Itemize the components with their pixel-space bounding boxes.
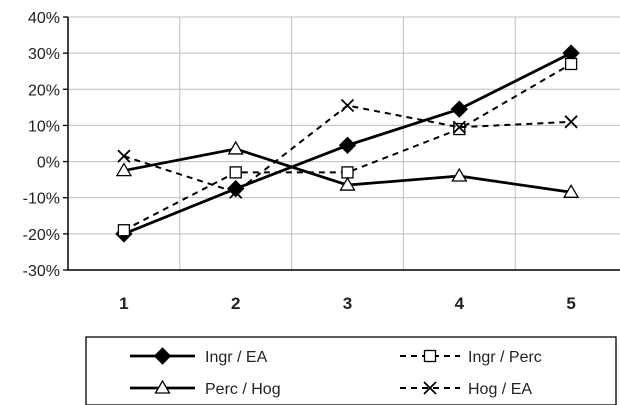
x-tick-label: 4: [455, 294, 465, 313]
x-tick-label: 3: [343, 294, 352, 313]
x-marker-stroke: [117, 149, 131, 163]
x-marker: [229, 185, 243, 199]
y-tick-label: 10%: [28, 118, 60, 135]
plot-area: [115, 44, 580, 243]
x-marker-stroke: [423, 381, 437, 395]
x-marker: [117, 149, 131, 163]
legend-entry: Hog / EA: [400, 381, 532, 398]
square-marker: [453, 122, 466, 136]
triangle-marker: [451, 167, 468, 182]
diamond-marker: [450, 100, 469, 118]
legend-entry: Ingr / Perc: [400, 349, 542, 366]
y-tick-label: -30%: [23, 263, 60, 280]
y-tick-label: 40%: [28, 10, 60, 27]
y-tick-label: 20%: [28, 82, 60, 99]
x-tick-label: 5: [566, 294, 575, 313]
x-marker-stroke: [229, 185, 243, 199]
legend-entry: Ingr / EA: [130, 347, 268, 366]
legend-label: Ingr / Perc: [468, 349, 542, 366]
square-marker: [341, 166, 354, 179]
x-axis: 1 2 3 4 5: [68, 269, 620, 313]
x-marker: [423, 381, 437, 395]
y-tick-label: 0%: [37, 155, 60, 172]
triangle-marker: [339, 176, 356, 191]
x-tick-label: 1: [119, 294, 128, 313]
x-marker: [564, 115, 578, 129]
x-marker: [452, 120, 466, 134]
x-tick-label: 2: [231, 294, 240, 313]
square-marker: [117, 224, 131, 237]
legend-box: [85, 336, 617, 405]
y-tick-label: -20%: [23, 227, 60, 244]
series-triangle: [115, 140, 580, 198]
legend-entry: Perc / Hog: [130, 379, 281, 398]
square-marker: [423, 349, 437, 363]
series-x: [117, 98, 578, 199]
series-line: [123, 63, 572, 232]
x-marker-stroke: [452, 120, 466, 134]
y-tick-label: 30%: [28, 46, 60, 63]
series-diamond: [115, 44, 580, 243]
x-marker: [340, 98, 355, 113]
square-marker: [564, 57, 578, 71]
legend-label: Hog / EA: [468, 381, 532, 398]
square-marker: [229, 166, 242, 179]
triangle-marker: [562, 184, 580, 198]
series-square: [117, 57, 578, 237]
triangle-marker: [227, 140, 244, 155]
series-line: [123, 104, 572, 194]
diamond-marker: [153, 347, 172, 365]
triangle-marker: [115, 162, 133, 177]
legend: Ingr / EA Ingr / Perc Perc / Hog Hog / EA: [85, 336, 617, 405]
x-marker-stroke: [564, 115, 578, 129]
y-tick-label: -10%: [23, 191, 60, 208]
y-axis: -30% -20% -10% 0% 10% 20% 30% 40%: [23, 10, 69, 280]
x-marker-stroke: [340, 98, 355, 113]
gridlines: [68, 16, 620, 271]
triangle-marker: [154, 379, 171, 394]
legend-label: Perc / Hog: [205, 381, 281, 398]
legend-label: Ingr / EA: [205, 349, 268, 366]
diamond-marker: [338, 136, 357, 155]
